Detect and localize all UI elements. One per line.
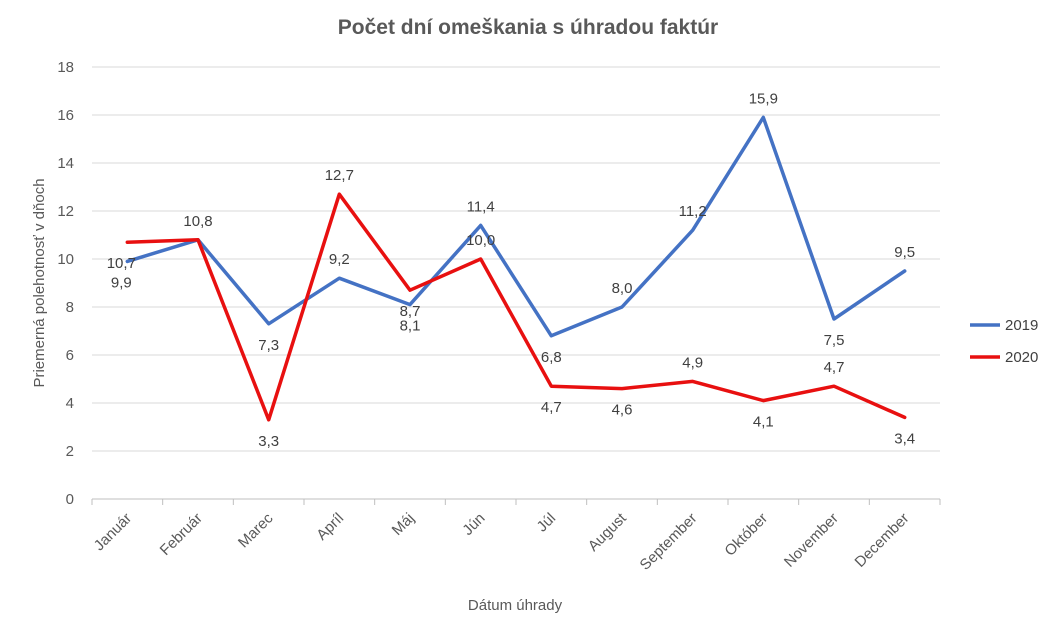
series-line-2020 <box>125 192 907 422</box>
data-label: 11,2 <box>679 203 707 220</box>
series-lines <box>125 115 907 422</box>
x-tick-label: September <box>637 510 701 574</box>
data-label: 9,9 <box>111 274 132 291</box>
data-label: 4,1 <box>753 414 774 431</box>
x-tick-label: Jún <box>459 510 488 539</box>
x-tick-label: Máj <box>389 510 418 539</box>
x-axis-title: Dátum úhrady <box>468 597 563 614</box>
data-label: 10,8 <box>183 213 212 230</box>
legend-label-2019: 2019 <box>1005 317 1038 334</box>
data-label: 10,7 <box>107 255 136 272</box>
y-axis-ticks: 0 2 4 6 8 10 12 14 16 18 <box>57 59 74 508</box>
data-label: 12,7 <box>325 167 354 184</box>
data-label: 4,6 <box>612 402 633 419</box>
y-tick-label: 8 <box>66 299 74 316</box>
data-label: 10,0 <box>466 232 495 249</box>
y-tick-label: 10 <box>57 251 74 268</box>
data-label: 11,4 <box>467 198 495 215</box>
data-label: 3,4 <box>894 430 915 447</box>
data-label: 6,8 <box>541 349 562 366</box>
data-label: 4,7 <box>824 359 845 376</box>
y-tick-label: 18 <box>57 59 74 76</box>
x-tick-label: Október <box>721 510 771 560</box>
y-tick-label: 14 <box>57 155 74 172</box>
data-label: 7,5 <box>824 332 845 349</box>
x-tick-label: Apríl <box>313 510 347 544</box>
data-labels: 9,9 10,8 7,3 9,2 8,1 11,4 6,8 8,0 11,2 15,9 7,5 9,5… <box>107 90 915 449</box>
y-tick-label: 4 <box>66 395 74 412</box>
data-label: 7,3 <box>258 337 279 354</box>
y-tick-label: 16 <box>57 107 74 124</box>
gridlines <box>92 66 940 500</box>
data-label: 8,1 <box>400 318 421 335</box>
series-line-2019 <box>125 115 907 338</box>
data-label: 4,9 <box>682 354 703 371</box>
data-label: 9,5 <box>894 244 915 261</box>
y-axis-title: Priemerná polehotnosť v dňoch <box>31 178 48 387</box>
data-label: 15,9 <box>749 90 778 107</box>
data-label: 9,2 <box>329 251 350 268</box>
x-tick-label: Júl <box>534 510 560 536</box>
y-tick-label: 6 <box>66 347 74 364</box>
y-tick-label: 0 <box>66 491 74 508</box>
x-tick-label: August <box>585 509 631 555</box>
data-label: 8,0 <box>612 280 633 297</box>
chart-title: Počet dní omeškania s úhradou faktúr <box>338 16 718 39</box>
data-label: 8,7 <box>400 303 421 320</box>
x-tick-label: Január <box>91 510 135 554</box>
legend: 2019 2020 <box>970 317 1038 366</box>
legend-label-2020: 2020 <box>1005 349 1038 366</box>
y-tick-label: 2 <box>66 443 74 460</box>
x-tick-label: November <box>781 510 842 571</box>
x-tick-label: Február <box>157 510 206 559</box>
y-tick-label: 12 <box>57 203 74 220</box>
x-tick-label: December <box>852 510 913 571</box>
data-label: 3,3 <box>258 433 279 450</box>
data-label: 4,7 <box>541 399 562 416</box>
x-axis-ticks: Január Február Marec Apríl Máj Jún Júl August Se… <box>91 499 941 574</box>
x-tick-label: Marec <box>235 509 277 551</box>
